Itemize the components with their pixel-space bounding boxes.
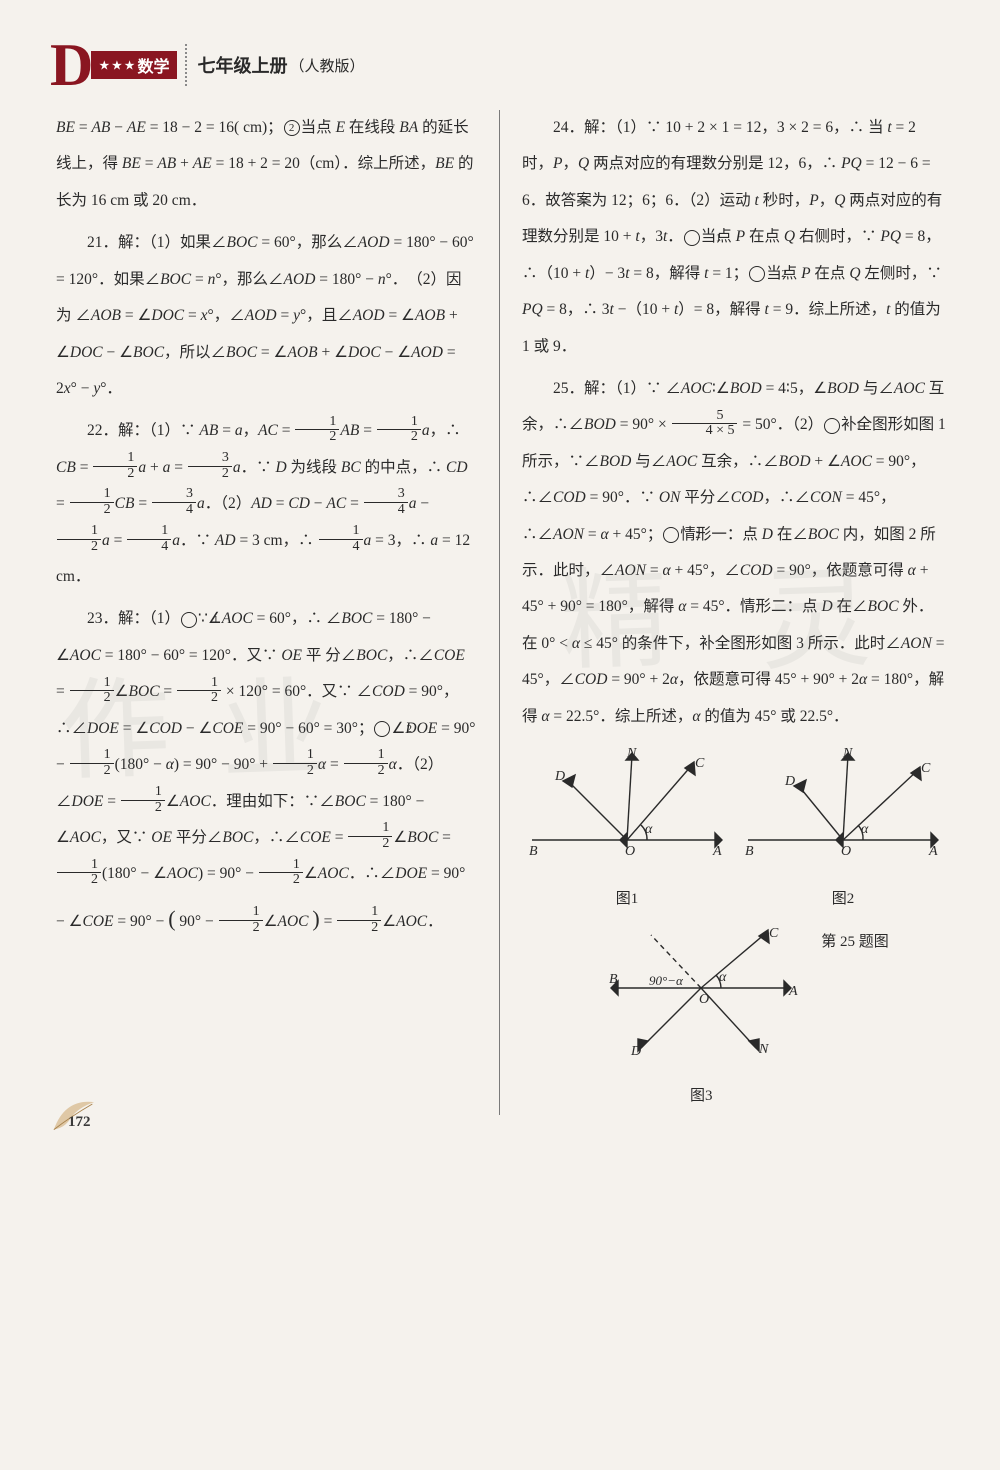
svg-text:N: N: [626, 746, 637, 761]
svg-text:D: D: [630, 1044, 641, 1059]
figure-2: B O A N C D α 图2: [743, 745, 943, 917]
svg-text:A: A: [712, 844, 722, 859]
figure-1-svg: B O A N C D α: [527, 745, 727, 865]
svg-text:C: C: [769, 926, 779, 941]
figure-caption: 第 25 题图: [821, 925, 889, 1115]
title-sub: （人教版）: [289, 55, 364, 76]
svg-text:C: C: [695, 756, 705, 771]
solution-22: 22．解：（1）∵ AB = a，AC = 12AB = 12a，∴ CB = …: [56, 413, 477, 595]
figure-2-label: 图2: [743, 882, 943, 917]
svg-text:O: O: [625, 844, 635, 859]
solution-24: 24．解：（1）∵ 10 + 2 × 1 = 12，3 × 2 = 6，∴ 当 …: [522, 110, 948, 365]
left-column: BE = AB − AE = 18 − 2 = 16( cm)；2当点 E 在线…: [50, 110, 500, 1115]
svg-text:α: α: [861, 822, 869, 837]
page-number: 172: [68, 1114, 91, 1131]
svg-text:A: A: [928, 844, 938, 859]
svg-text:α: α: [719, 970, 727, 985]
svg-text:D: D: [554, 769, 565, 784]
text-block: BE = AB − AE = 18 − 2 = 16( cm)；2当点 E 在线…: [56, 110, 477, 219]
figure-3-label: 图3: [581, 1079, 821, 1114]
logo-letter: D: [50, 35, 87, 95]
svg-text:D: D: [784, 774, 795, 789]
figure-2-svg: B O A N C D α: [743, 745, 943, 865]
figure-3-svg: B O A N C D α 90°−α: [581, 923, 821, 1063]
solution-25: 25．解：（1）∵ ∠AOC∶∠BOD = 4∶5，∠BOD 与∠AOC 互余，…: [522, 371, 948, 735]
svg-text:90°−α: 90°−α: [649, 973, 684, 988]
svg-text:B: B: [745, 844, 754, 859]
svg-text:N: N: [842, 746, 853, 761]
svg-text:N: N: [758, 1042, 769, 1057]
title-main: 七年级上册: [197, 52, 287, 78]
svg-text:B: B: [609, 972, 618, 987]
svg-text:α: α: [645, 822, 653, 837]
solution-21: 21．解：（1）如果∠BOC = 60°，那么∠AOD = 180° − 60°…: [56, 225, 477, 407]
right-column: 24．解：（1）∵ 10 + 2 × 1 = 12，3 × 2 = 6，∴ 当 …: [500, 110, 950, 1115]
columns: BE = AB − AE = 18 − 2 = 16( cm)；2当点 E 在线…: [50, 110, 950, 1115]
svg-text:C: C: [921, 761, 931, 776]
diagram-group: B O A N C D α 图1: [522, 745, 948, 1114]
book-title: 七年级上册 （人教版）: [185, 44, 364, 86]
figure-1-label: 图1: [527, 882, 727, 917]
star-icon: ★ ★ ★: [99, 59, 134, 72]
solution-23: 23．解：（1）1∵∠AOC = 60°，∴ ∠BOC = 180° − ∠AO…: [56, 601, 477, 944]
svg-text:O: O: [841, 844, 851, 859]
page-header: D ★ ★ ★ 数学 七年级上册 （人教版）: [50, 40, 950, 90]
page-root: 作 业 精 灵 D ★ ★ ★ 数学 七年级上册 （人教版） BE = AB −…: [0, 0, 1000, 1155]
subject-badge: ★ ★ ★ 数学: [91, 51, 177, 79]
figure-1: B O A N C D α 图1: [527, 745, 727, 917]
svg-text:B: B: [529, 844, 538, 859]
svg-text:A: A: [788, 984, 798, 999]
subject-text: 数学: [137, 53, 169, 77]
svg-text:O: O: [699, 992, 709, 1007]
figure-3: B O A N C D α 90°−α 图3: [581, 923, 821, 1115]
